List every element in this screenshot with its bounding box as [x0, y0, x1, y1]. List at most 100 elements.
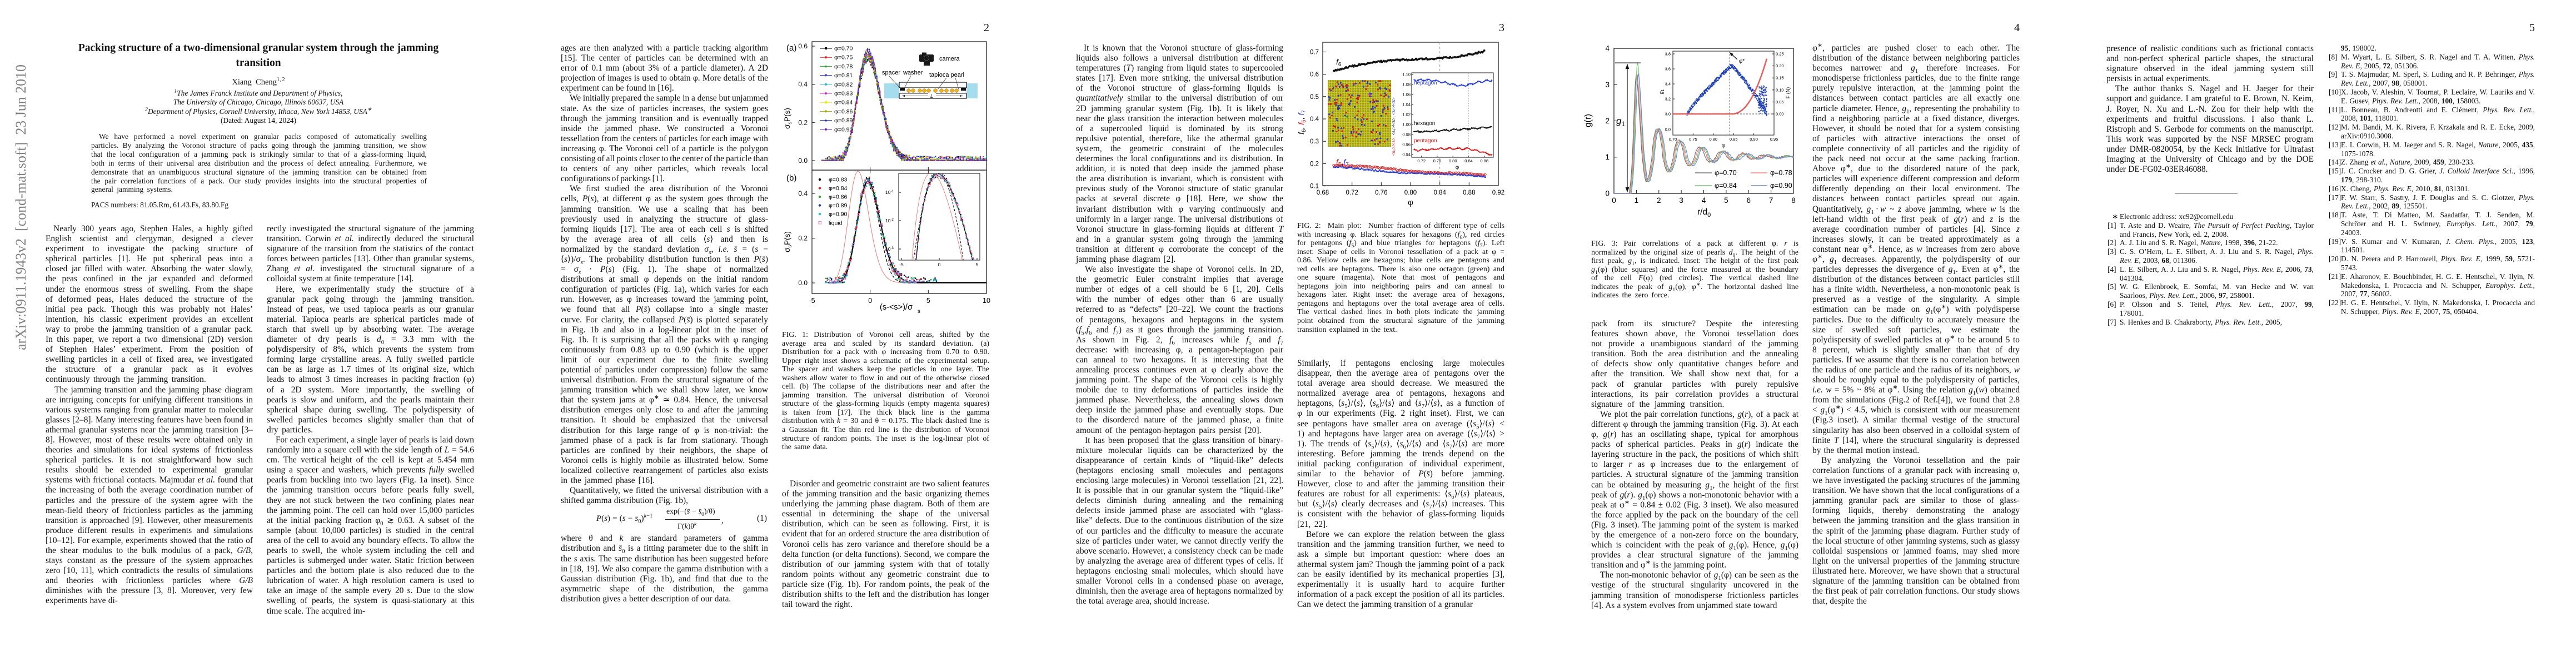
svg-text:φ=0.75: φ=0.75 — [834, 54, 853, 61]
svg-text:8: 8 — [1791, 196, 1796, 205]
svg-text:(a): (a) — [786, 43, 796, 53]
svg-text:0.00: 0.00 — [1776, 112, 1784, 117]
svg-text:(b): (b) — [786, 173, 796, 183]
svg-text:0: 0 — [938, 262, 941, 267]
svg-text:φ=0.70: φ=0.70 — [1715, 169, 1737, 177]
svg-text:φ=0.90: φ=0.90 — [1770, 182, 1792, 190]
svg-text:0.0: 0.0 — [798, 157, 808, 165]
svg-text:g1: g1 — [1658, 89, 1665, 94]
svg-text:3: 3 — [1605, 81, 1610, 89]
svg-text:0.72: 0.72 — [1417, 158, 1426, 163]
svg-text:0.4: 0.4 — [798, 81, 808, 88]
svg-text:hexagon: hexagon — [1414, 121, 1435, 127]
svg-text:φ=0.78: φ=0.78 — [1770, 169, 1792, 177]
svg-text:0.80: 0.80 — [1404, 190, 1417, 196]
svg-text:7: 7 — [1769, 196, 1773, 205]
svg-text:0.88: 0.88 — [1480, 158, 1488, 163]
svg-text:liquid: liquid — [829, 220, 843, 227]
svg-text:φ=0.90: φ=0.90 — [834, 126, 853, 133]
svg-text:r/d0: r/d0 — [1697, 207, 1711, 218]
svg-text:g(r): g(r) — [1583, 114, 1593, 127]
svg-text:0.3: 0.3 — [1310, 138, 1319, 145]
svg-text:5: 5 — [976, 262, 979, 267]
svg-text:1: 1 — [1635, 196, 1639, 205]
svg-text:0.4: 0.4 — [1310, 116, 1319, 123]
svg-text:0.94: 0.94 — [1402, 152, 1411, 157]
svg-text:g1: g1 — [1616, 116, 1625, 128]
svg-text:0.84: 0.84 — [1434, 190, 1447, 196]
svg-text:φ=0.70: φ=0.70 — [834, 46, 853, 52]
svg-text:3.0: 3.0 — [1665, 112, 1671, 117]
svg-text:0.0: 0.0 — [798, 279, 808, 287]
svg-text:0: 0 — [1605, 190, 1610, 198]
svg-text:φ*: φ* — [1739, 58, 1745, 64]
svg-text:φ=0.84: φ=0.84 — [829, 185, 848, 192]
svg-text:1.06: 1.06 — [1402, 92, 1411, 97]
svg-text:φ=0.89: φ=0.89 — [834, 117, 853, 124]
svg-text:f6: f6 — [1336, 57, 1342, 68]
svg-text:3.6: 3.6 — [1665, 67, 1671, 72]
svg-text:σsP(s): σsP(s) — [783, 108, 793, 129]
svg-text:s: s — [918, 308, 920, 315]
svg-text:φ=0.84: φ=0.84 — [834, 99, 853, 106]
svg-text:6: 6 — [1746, 196, 1751, 205]
svg-text:2: 2 — [1657, 196, 1661, 205]
svg-text:<s₅>/<s>, <s₆>/<s>, <s₇>/<s>: <s₅>/<s>, <s₆>/<s>, <s₇>/<s> — [1391, 97, 1396, 156]
svg-text:3.4: 3.4 — [1665, 82, 1671, 87]
svg-text:0.75: 0.75 — [1689, 137, 1697, 142]
svg-text:(s-<s>)/σ: (s-<s>)/σ — [880, 303, 913, 312]
svg-text:1.08: 1.08 — [1402, 82, 1411, 87]
svg-text:φ=0.83: φ=0.83 — [829, 177, 848, 183]
svg-text:0.84: 0.84 — [1464, 158, 1473, 163]
svg-text:10-3: 10-3 — [885, 246, 894, 252]
svg-text:0.80: 0.80 — [1709, 137, 1717, 142]
svg-text:tapioca pearl: tapioca pearl — [929, 72, 964, 78]
svg-text:0.85: 0.85 — [1730, 137, 1738, 142]
svg-text:φ: φ — [1722, 143, 1726, 149]
svg-text:0.10: 0.10 — [1776, 87, 1784, 92]
svg-text:0.2: 0.2 — [798, 118, 808, 126]
svg-text:2: 2 — [1605, 117, 1610, 125]
svg-text:0.6: 0.6 — [1310, 72, 1319, 78]
svg-text:φ=0.90: φ=0.90 — [829, 211, 848, 218]
svg-text:10-1: 10-1 — [885, 190, 894, 195]
svg-text:0.5: 0.5 — [1310, 94, 1319, 101]
svg-text:0.05: 0.05 — [1776, 99, 1784, 104]
svg-text:f6, f5, f7: f6, f5, f7 — [1297, 110, 1307, 135]
svg-text:0.2: 0.2 — [798, 235, 808, 242]
svg-text:0.72: 0.72 — [1346, 190, 1358, 196]
svg-text:φ=0.86: φ=0.86 — [829, 194, 848, 201]
svg-text:washer: washer — [903, 69, 923, 76]
svg-text:3.2: 3.2 — [1665, 97, 1671, 102]
svg-text:0.80: 0.80 — [1449, 158, 1457, 163]
svg-text:φ=0.84: φ=0.84 — [1715, 182, 1737, 190]
svg-text:φ=0.82: φ=0.82 — [834, 81, 853, 88]
svg-text:10: 10 — [983, 297, 990, 305]
svg-text:σsP(s): σsP(s) — [783, 231, 793, 252]
svg-text:heptagon: heptagon — [1414, 80, 1437, 86]
svg-text:0.25: 0.25 — [1776, 52, 1784, 57]
svg-text:φ: φ — [1456, 165, 1459, 171]
svg-text:0.6: 0.6 — [798, 42, 808, 50]
svg-text:camera: camera — [939, 56, 960, 62]
svg-text:0.95: 0.95 — [1770, 137, 1778, 142]
svg-text:0.68: 0.68 — [1317, 190, 1329, 196]
svg-text:0.76: 0.76 — [1375, 190, 1387, 196]
svg-text:4: 4 — [1702, 196, 1706, 205]
svg-text:0.76: 0.76 — [1433, 158, 1442, 163]
svg-text:-5: -5 — [899, 262, 904, 267]
svg-text:1.04: 1.04 — [1402, 102, 1411, 107]
svg-text:φ: φ — [1408, 198, 1413, 207]
svg-text:0.1: 0.1 — [1310, 183, 1319, 190]
svg-text:0.15: 0.15 — [1776, 76, 1784, 81]
svg-text:φ=0.81: φ=0.81 — [834, 72, 853, 79]
svg-text:φ=0.78: φ=0.78 — [834, 63, 853, 70]
svg-text:1: 1 — [1605, 153, 1610, 161]
svg-text:10-2: 10-2 — [885, 218, 894, 223]
svg-text:0.2: 0.2 — [1310, 161, 1319, 167]
svg-text:4: 4 — [1605, 44, 1610, 53]
svg-text:0.0: 0.0 — [1665, 127, 1671, 132]
svg-text:0.4: 0.4 — [798, 190, 808, 197]
svg-text:φ=0.83: φ=0.83 — [834, 91, 853, 97]
svg-text:0.88: 0.88 — [1463, 190, 1475, 196]
